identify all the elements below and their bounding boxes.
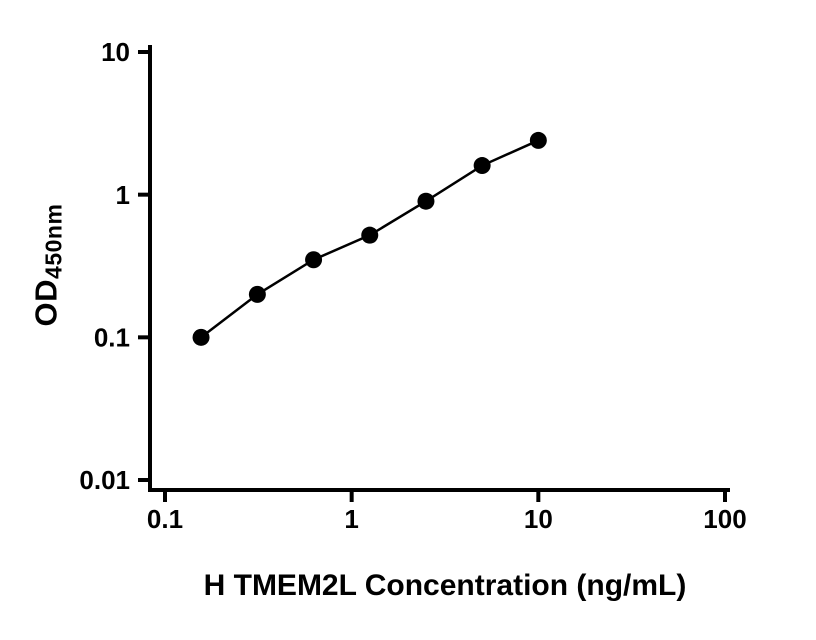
x-tick-label: 1 <box>344 504 358 534</box>
data-point-marker <box>248 285 266 303</box>
data-point-marker <box>417 192 435 210</box>
y-tick-label: 0.1 <box>94 322 130 352</box>
data-point-marker <box>305 251 323 269</box>
x-axis-label: H TMEM2L Concentration (ng/mL) <box>203 569 687 602</box>
y-tick-label: 10 <box>101 37 130 67</box>
y-axis-label-subscript: 450nm <box>40 203 67 279</box>
y-tick-label: 1 <box>116 180 130 210</box>
data-point-marker <box>192 328 210 346</box>
x-tick-label: 100 <box>703 504 746 534</box>
x-tick-label: 0.1 <box>147 504 183 534</box>
y-axis-label: OD450nm <box>29 204 68 327</box>
axes-spine <box>148 45 730 492</box>
data-point-marker <box>361 226 379 244</box>
x-tick-label: 10 <box>524 504 553 534</box>
y-axis-label-main: OD <box>28 278 64 327</box>
data-point-marker <box>529 131 547 149</box>
y-tick-label: 0.01 <box>79 465 130 495</box>
data-point-marker <box>473 157 491 175</box>
